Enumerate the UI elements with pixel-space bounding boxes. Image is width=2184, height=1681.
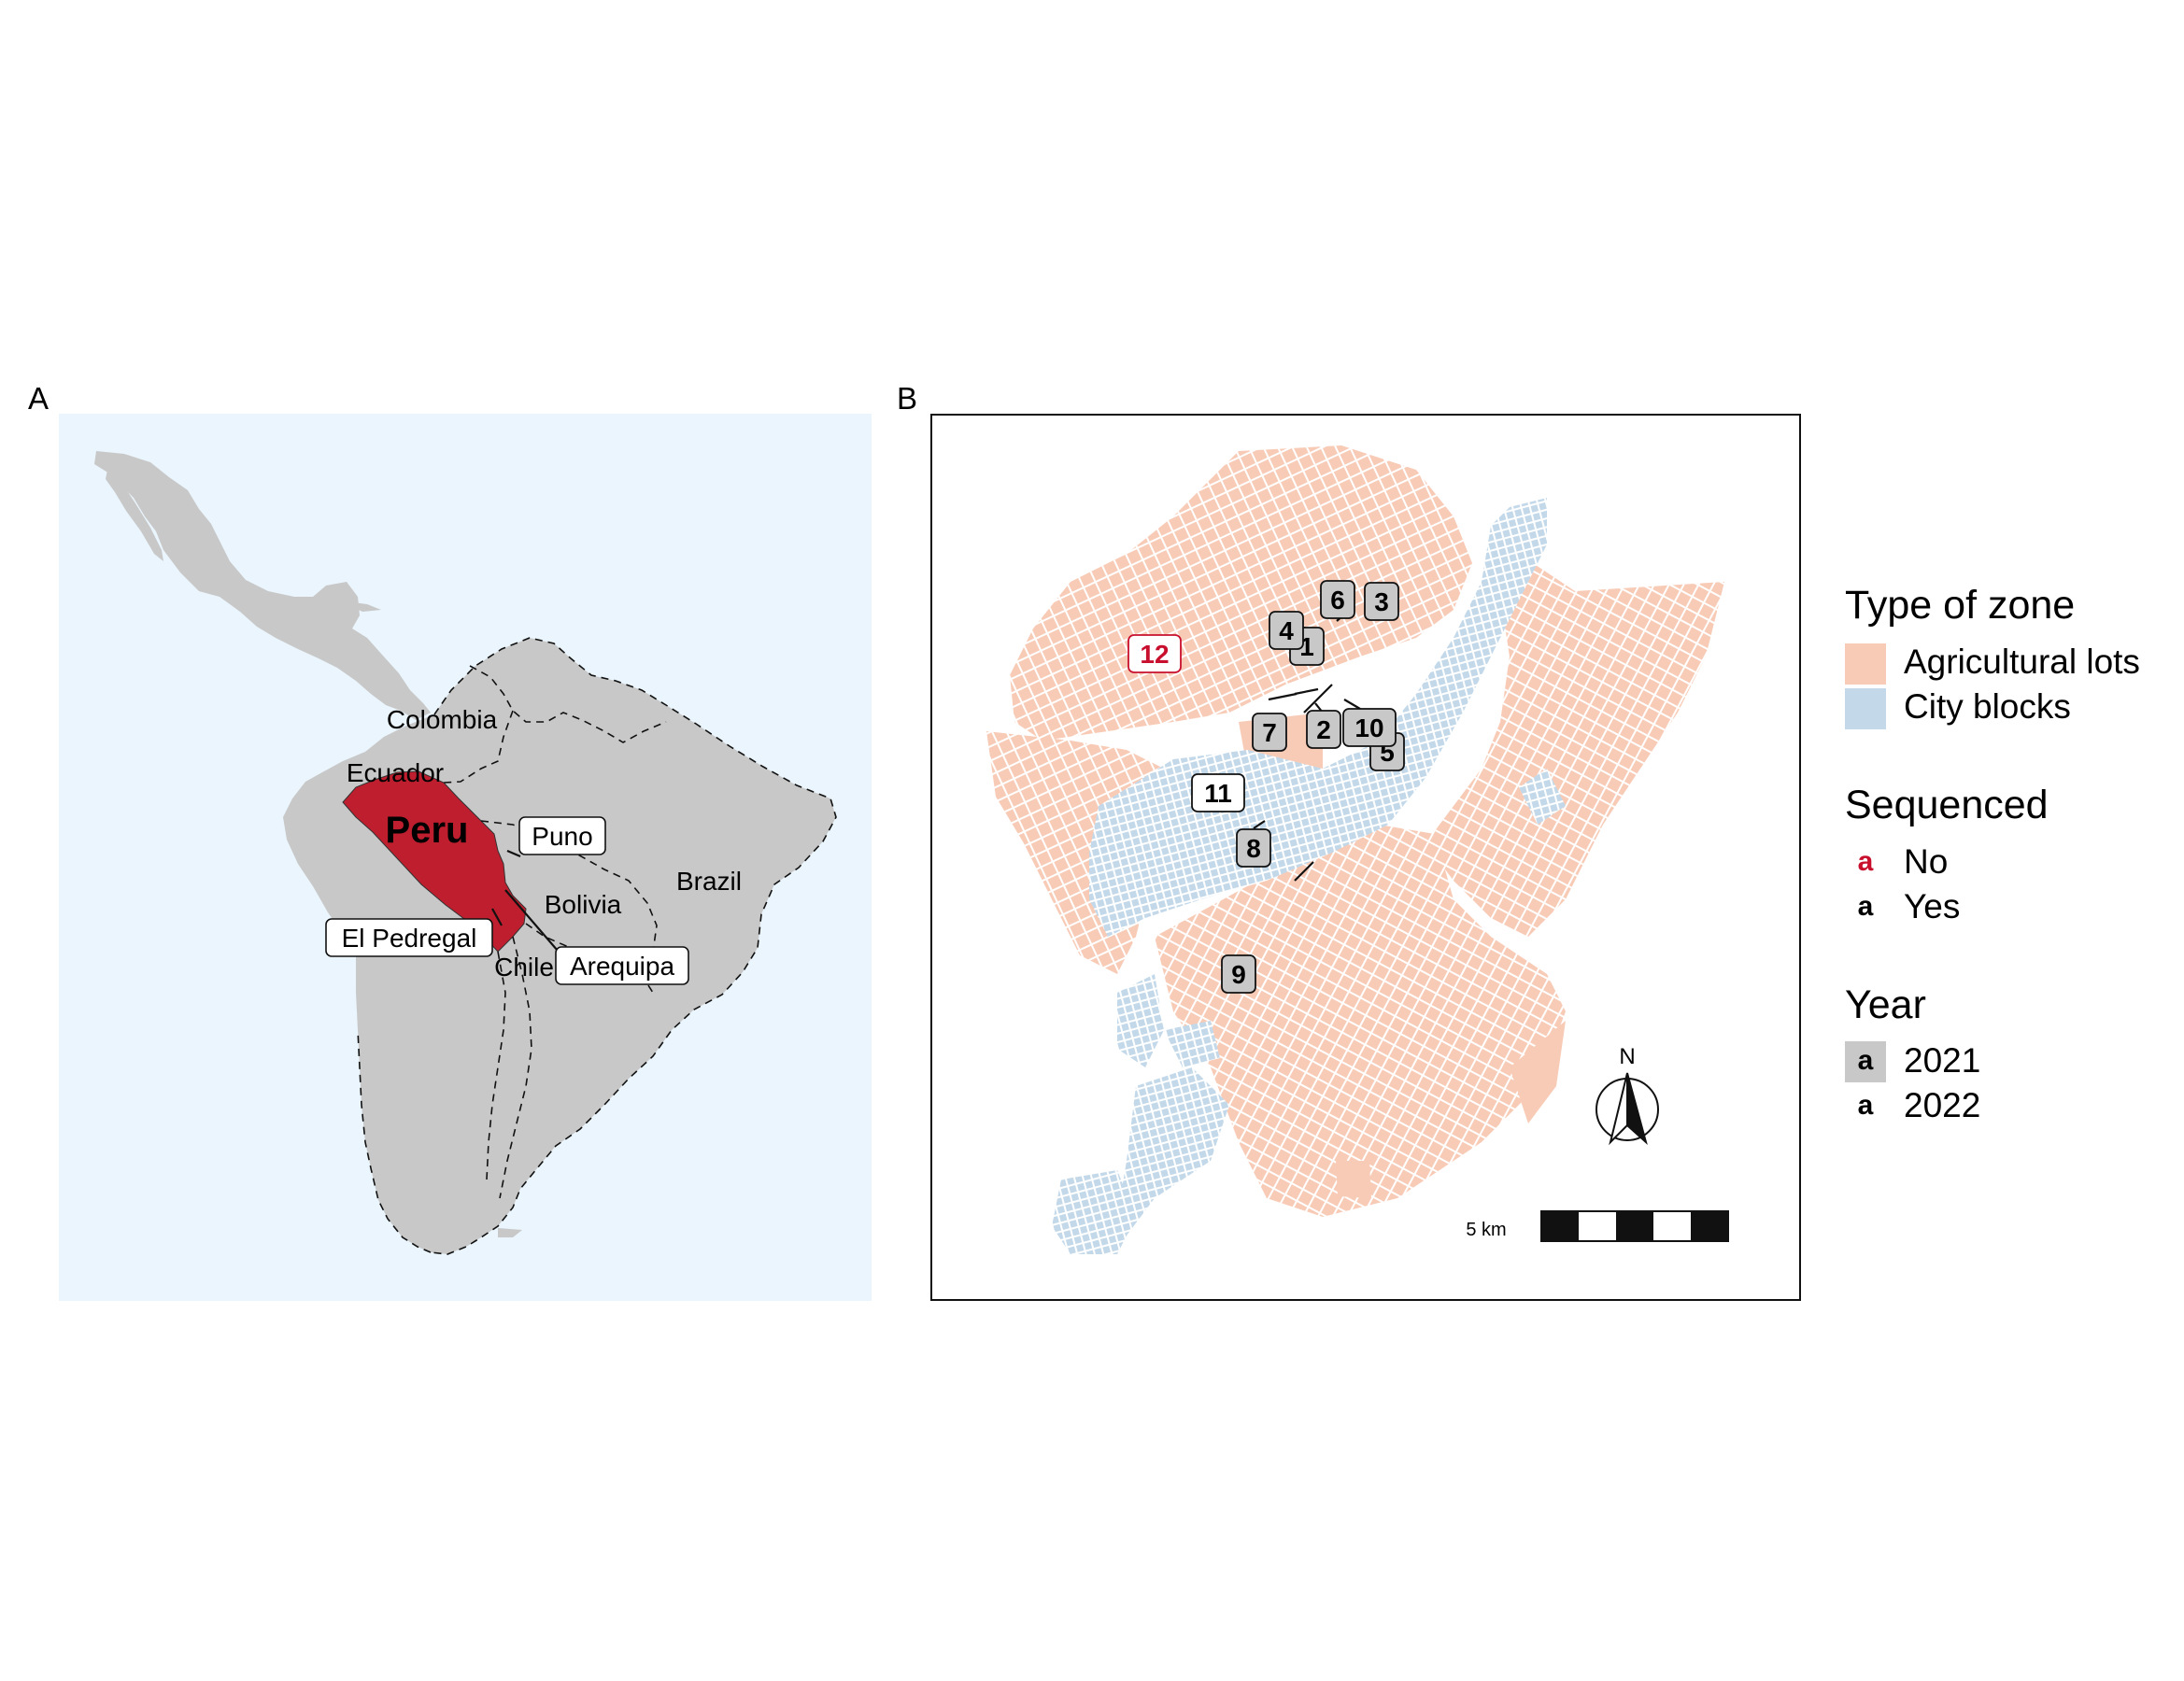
site-box-10 [1342,708,1397,747]
label-colombia: Colombia [387,705,498,734]
panel-b-letter: B [897,381,918,416]
site-label-6: 6 [1330,586,1345,614]
site-box-2 [1306,710,1341,749]
site-box-7 [1252,713,1287,752]
site-label-12: 12 [1140,640,1169,669]
land-tierra-del-fuego [498,1228,522,1237]
site-label-11: 11 [1204,779,1232,808]
swatch-agricultural [1845,643,1886,685]
legend-item-city: City blocks [1904,687,2071,726]
site-label-10: 10 [1354,713,1383,742]
legend-item-no: No [1904,842,1949,881]
land-baja-california [106,470,163,561]
legend-title-year: Year [1845,982,1926,1027]
site-box-el-pedregal [325,918,493,957]
key-sequenced: a [1857,891,1874,922]
site-box-6 [1320,580,1355,619]
legend-item-2021: 2021 [1904,1041,1981,1080]
panel-a-letter: A [28,381,50,416]
label-chile: Chile [494,953,554,982]
legend-item-2022: 2022 [1904,1086,1981,1124]
legend-title-sequenced: Sequenced [1845,783,2049,827]
site-box-11 [1191,773,1245,812]
leader-el-pedregal [491,908,503,926]
site-box-12 [1127,634,1182,673]
scale-label: 5 km [1466,1220,1506,1240]
site-label-el-pedregal: El Pedregal [342,924,477,953]
legend-item-agricultural: Agricultural lots [1904,643,2140,681]
label-peru: Peru [386,810,469,851]
latin-america-map: Colombia Ecuador Peru Bolivia Brazil Chi… [59,414,872,1301]
label-bolivia: Bolivia [545,890,622,919]
site-label-8: 8 [1246,834,1261,863]
arequipa-zone-map: 1 2 3 4 5 6 7 8 9 10 11 12 N 5 km [930,414,1801,1301]
leader-puno [506,849,521,858]
site-label-3: 3 [1374,587,1389,616]
key-year-2021: a [1845,1041,1886,1082]
key-year-2022: a [1845,1086,1886,1127]
site-box-puno [518,816,606,855]
legend-title-zone: Type of zone [1845,583,2076,628]
north-arrow-icon: N [1595,1044,1659,1146]
scale-bar: 5 km [1466,1210,1729,1242]
site-box-9 [1221,954,1256,994]
key-not-sequenced: a [1857,846,1874,877]
site-box-arequipa [555,946,689,985]
land-caribbean [339,600,381,612]
label-brazil: Brazil [676,867,742,896]
leader-arequipa [504,889,564,958]
site-label-9: 9 [1231,960,1246,989]
swatch-city [1845,688,1886,729]
land-mexico-central-america [94,451,431,720]
city-blocks [1052,498,1566,1254]
site-box-4 [1269,611,1304,650]
site-label-7: 7 [1262,718,1277,747]
site-label-puno: Puno [532,822,592,851]
site-box-8 [1236,828,1271,868]
north-label: N [1619,1044,1635,1069]
site-box-3 [1364,582,1399,621]
site-label-4: 4 [1279,616,1294,645]
peru-shape [342,770,527,953]
legend-item-yes: Yes [1904,887,1961,925]
site-label-2: 2 [1316,715,1331,744]
label-ecuador: Ecuador [347,758,444,787]
site-label-arequipa: Arequipa [570,952,675,981]
